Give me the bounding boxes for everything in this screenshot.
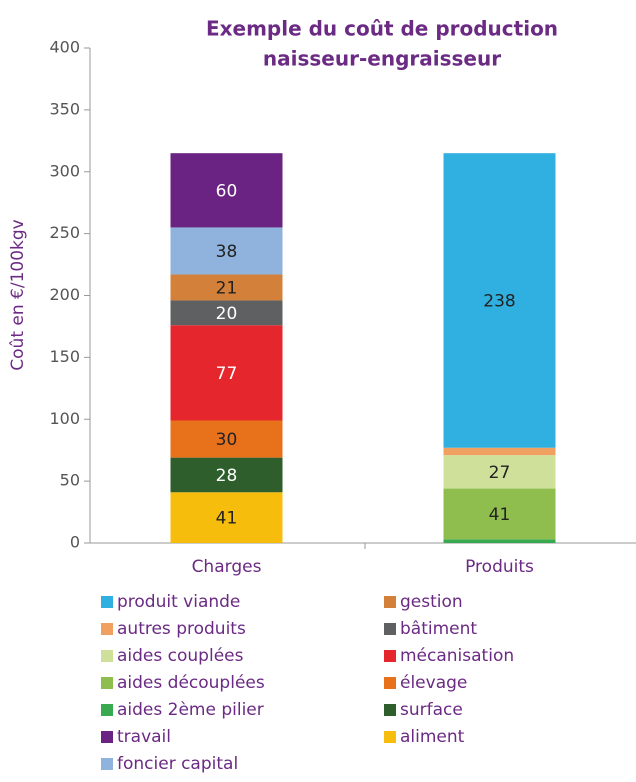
legend-swatch: [101, 650, 113, 662]
y-tick-label: 200: [49, 285, 80, 304]
legend-label: aliment: [400, 727, 465, 747]
data-label: 28: [216, 466, 238, 486]
legend-label: foncier capital: [117, 754, 238, 774]
data-label: 41: [216, 509, 238, 529]
legend-swatch: [384, 650, 396, 662]
chart-title: Exemple du coût de production: [206, 17, 558, 41]
data-label: 21: [216, 278, 238, 298]
bar-segment: [170, 153, 283, 228]
data-label: 41: [489, 505, 511, 525]
bar-segment: [170, 300, 283, 326]
chart-title: naisseur-engraisseur: [263, 47, 501, 71]
legend-label: mécanisation: [400, 646, 514, 666]
bar-segment: [170, 325, 283, 421]
legend-label: travail: [117, 727, 171, 747]
legend-label: élevage: [400, 673, 467, 693]
legend-label: gestion: [400, 592, 463, 612]
legend-swatch: [101, 758, 113, 770]
y-tick-label: 400: [49, 38, 80, 57]
legend-swatch: [101, 731, 113, 743]
y-tick-label: 100: [49, 409, 80, 428]
y-tick-label: 350: [49, 99, 80, 118]
bar-segment: [443, 447, 556, 456]
legend-label: aides découplées: [117, 673, 265, 693]
legend-label: bâtiment: [400, 619, 477, 639]
x-tick-label: Charges: [192, 557, 262, 577]
y-tick-label: 300: [49, 161, 80, 180]
data-label: 20: [216, 304, 238, 324]
legend-label: autres produits: [117, 619, 246, 639]
bar-segment: [443, 153, 556, 448]
y-tick-label: 0: [70, 533, 80, 552]
legend-label: aides 2ème pilier: [117, 700, 264, 720]
y-tick-label: 150: [49, 347, 80, 366]
legend-swatch: [384, 677, 396, 689]
legend-swatch: [101, 596, 113, 608]
legend-swatch: [101, 677, 113, 689]
legend-swatch: [384, 704, 396, 716]
legend-swatch: [101, 704, 113, 716]
legend-swatch: [384, 623, 396, 635]
bar-segment: [170, 492, 283, 543]
data-label: 30: [216, 430, 238, 450]
data-label: 77: [216, 364, 238, 384]
y-tick-label: 50: [60, 471, 80, 490]
legend-swatch: [384, 596, 396, 608]
data-label: 27: [489, 463, 511, 483]
legend-label: produit viande: [117, 592, 240, 612]
bar-segment: [443, 488, 556, 540]
data-label: 38: [216, 242, 238, 262]
legend-label: surface: [400, 700, 463, 720]
legend-swatch: [101, 623, 113, 635]
bar-segment: [170, 274, 283, 301]
y-tick-label: 250: [49, 223, 80, 242]
bar-segment: [443, 455, 556, 489]
bar-segment: [170, 457, 283, 493]
y-axis-label: Coût en €/100kgv: [8, 219, 28, 370]
legend-label: aides couplées: [117, 646, 244, 666]
bar-segment: [443, 539, 556, 543]
bar-segment: [170, 420, 283, 458]
bar-segment: [170, 227, 283, 275]
x-tick-label: Produits: [465, 557, 534, 577]
data-label: 60: [216, 181, 238, 201]
legend-swatch: [384, 731, 396, 743]
data-label: 238: [483, 291, 515, 311]
